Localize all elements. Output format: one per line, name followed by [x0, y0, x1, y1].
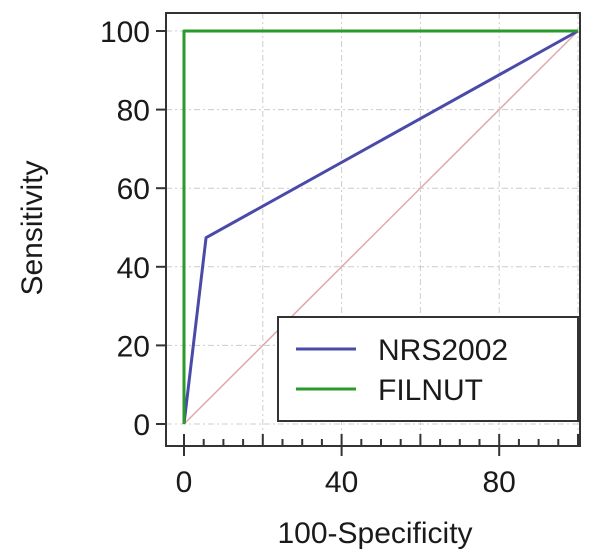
- y-tick-label: 20: [117, 330, 150, 363]
- x-tick-label: 40: [325, 466, 358, 499]
- y-tick-labels: 0 20 40 60 80 100: [100, 16, 150, 442]
- y-tick-label: 40: [117, 252, 150, 285]
- series-line-filnut: [182, 29, 578, 424]
- reference-diagonal: [183, 30, 579, 425]
- x-tick-labels: 0 40 80: [176, 466, 516, 499]
- legend: NRS2002 FILNUT: [277, 316, 579, 422]
- x-tick-label: 0: [176, 466, 193, 499]
- y-tick-label: 100: [100, 16, 150, 49]
- series-line-nrs2002: [182, 29, 579, 425]
- series-group: [182, 29, 579, 425]
- legend-label-nrs2002: NRS2002: [378, 334, 508, 367]
- plot-frame: [165, 12, 581, 447]
- y-tick-label: 60: [117, 173, 150, 206]
- y-axis-title: Sensitivity: [16, 160, 49, 295]
- x-axis-title: 100-Specificity: [277, 517, 472, 550]
- y-tick-label: 0: [133, 409, 150, 442]
- x-tick-label: 80: [483, 466, 516, 499]
- minor-ticks: [156, 30, 579, 456]
- legend-box: [277, 316, 579, 422]
- y-tick-label: 80: [117, 95, 150, 128]
- legend-label-filnut: FILNUT: [378, 374, 483, 407]
